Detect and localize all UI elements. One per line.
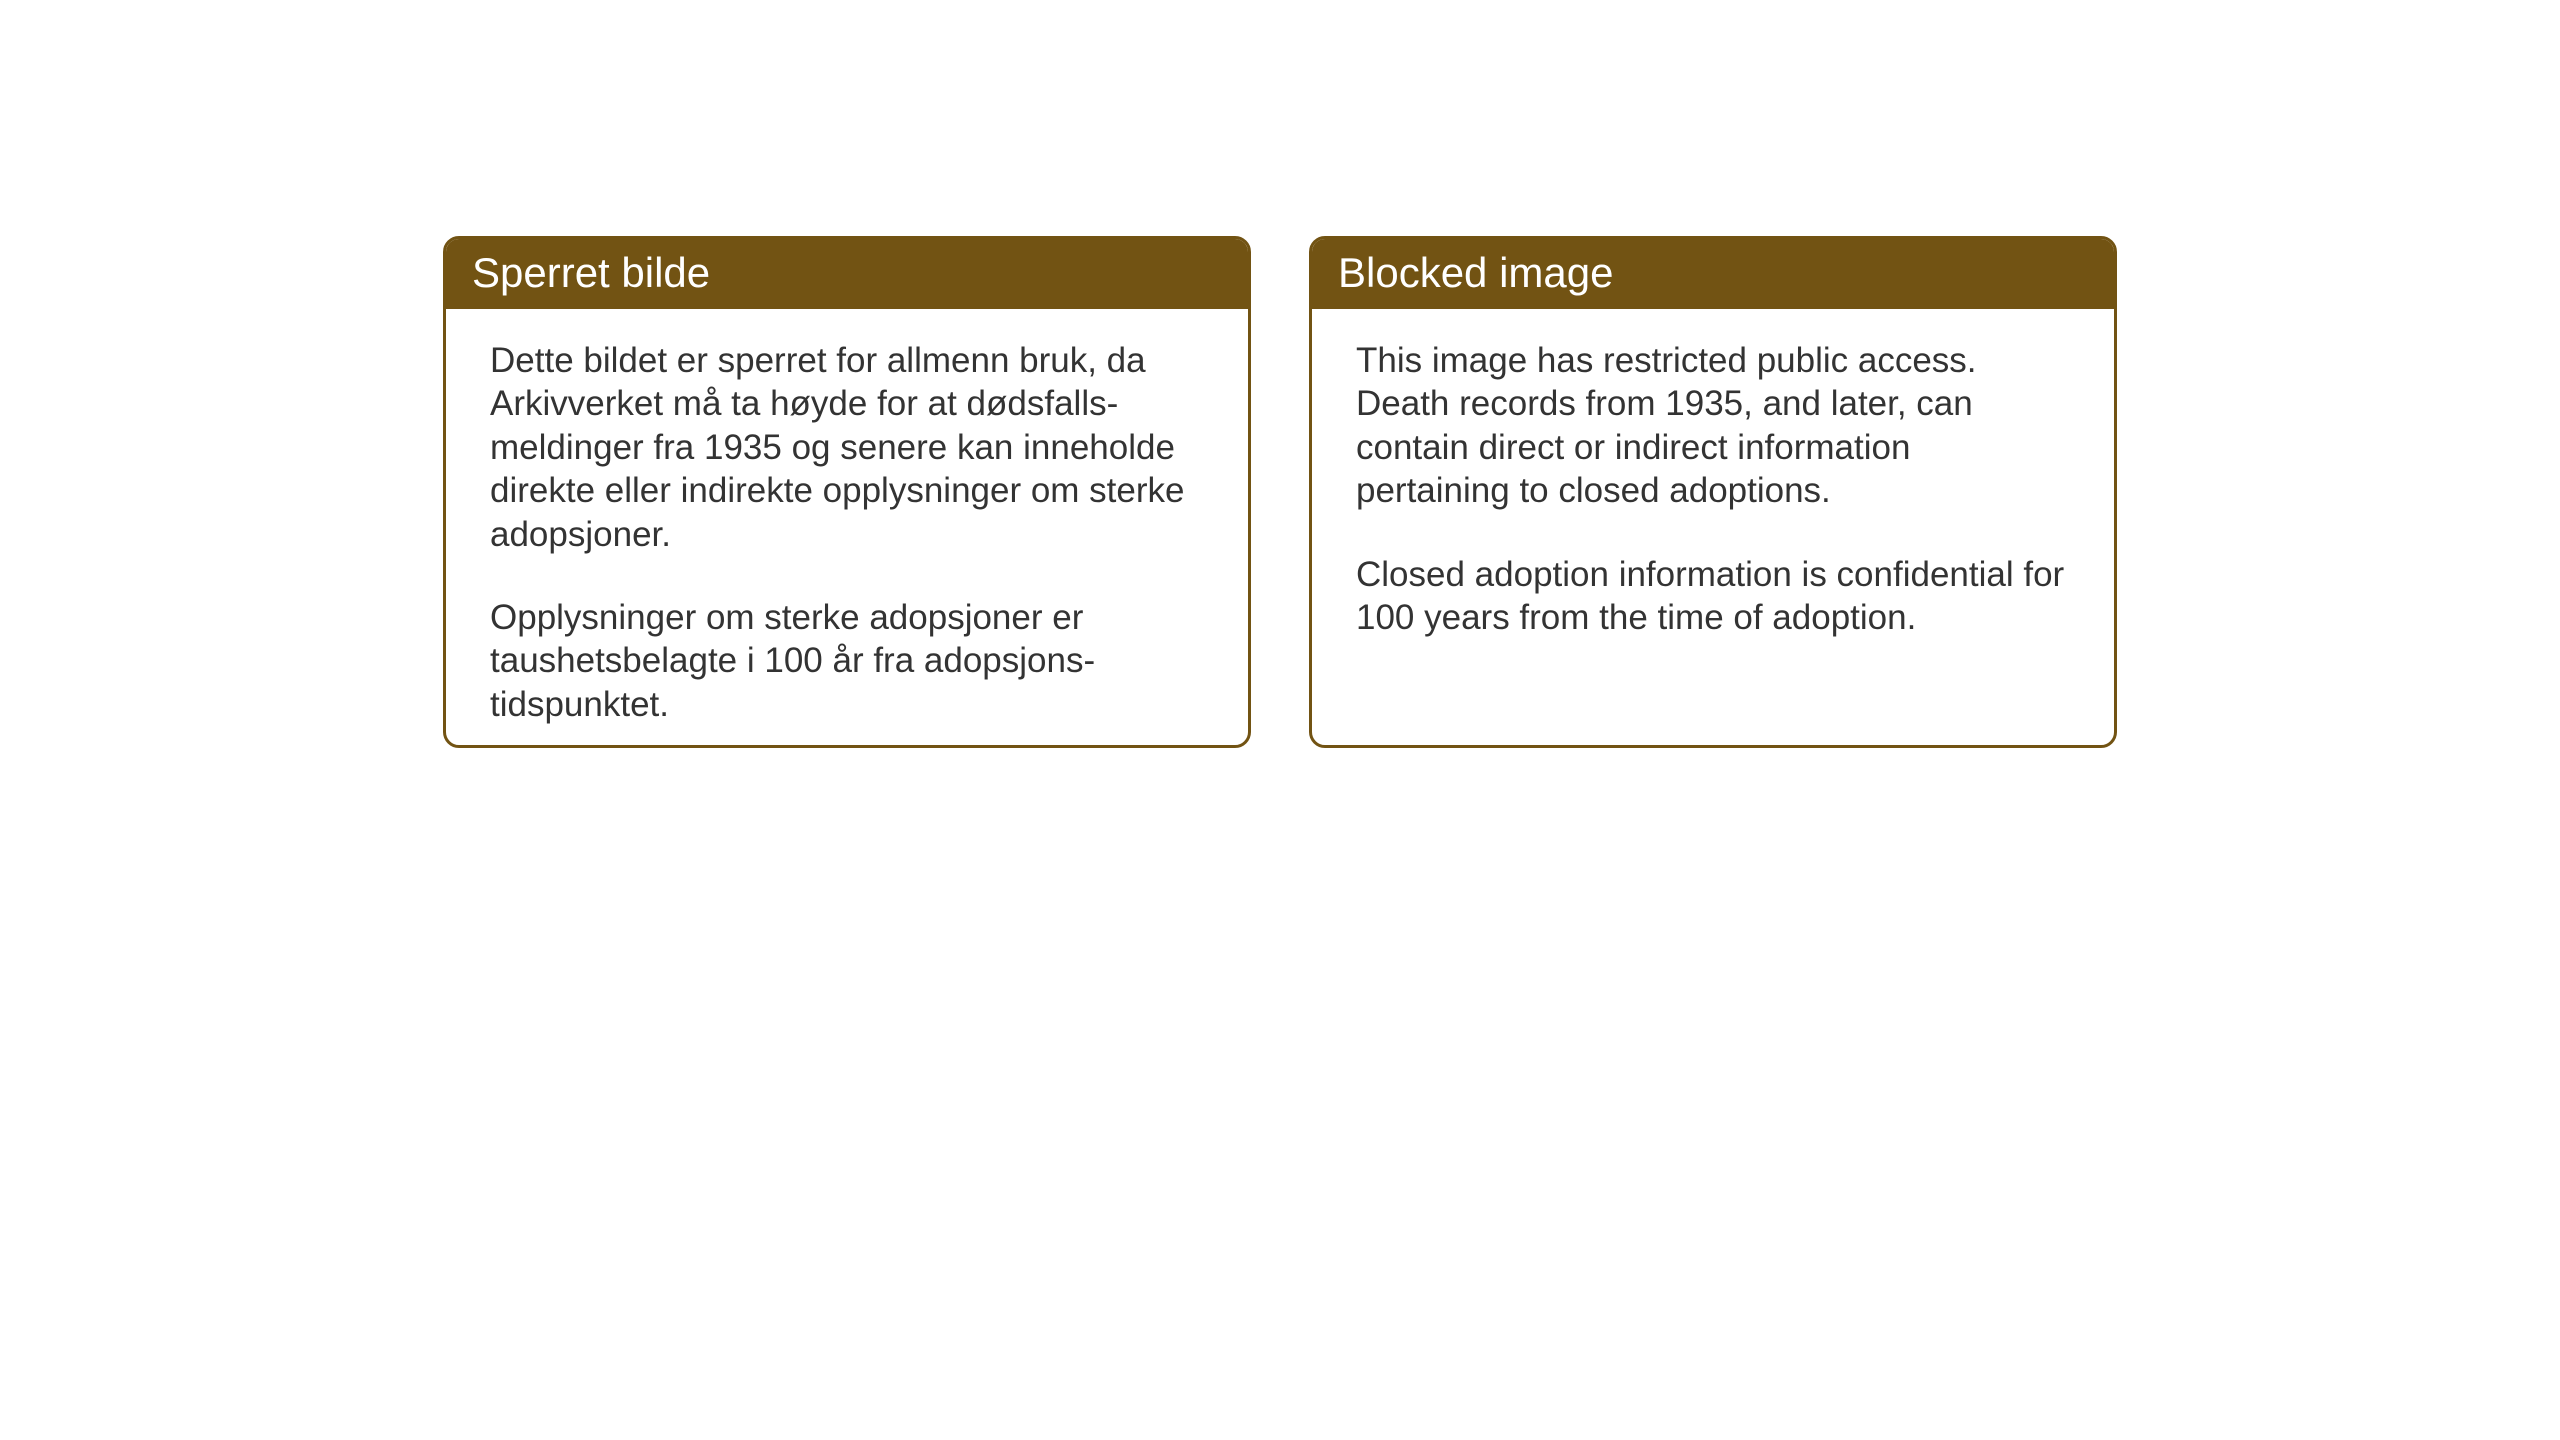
- card-title-english: Blocked image: [1338, 249, 1613, 296]
- card-english: Blocked image This image has restricted …: [1309, 236, 2117, 748]
- card-norwegian: Sperret bilde Dette bildet er sperret fo…: [443, 236, 1251, 748]
- card-body-norwegian: Dette bildet er sperret for allmenn bruk…: [446, 309, 1248, 748]
- card-header-norwegian: Sperret bilde: [446, 239, 1248, 309]
- cards-container: Sperret bilde Dette bildet er sperret fo…: [443, 236, 2117, 748]
- card-header-english: Blocked image: [1312, 239, 2114, 309]
- card-body-english: This image has restricted public access.…: [1312, 309, 2114, 669]
- card-paragraph-2-norwegian: Opplysninger om sterke adopsjoner er tau…: [490, 596, 1204, 726]
- card-paragraph-1-english: This image has restricted public access.…: [1356, 339, 2070, 513]
- card-paragraph-2-english: Closed adoption information is confident…: [1356, 553, 2070, 640]
- card-paragraph-1-norwegian: Dette bildet er sperret for allmenn bruk…: [490, 339, 1204, 556]
- card-title-norwegian: Sperret bilde: [472, 249, 710, 296]
